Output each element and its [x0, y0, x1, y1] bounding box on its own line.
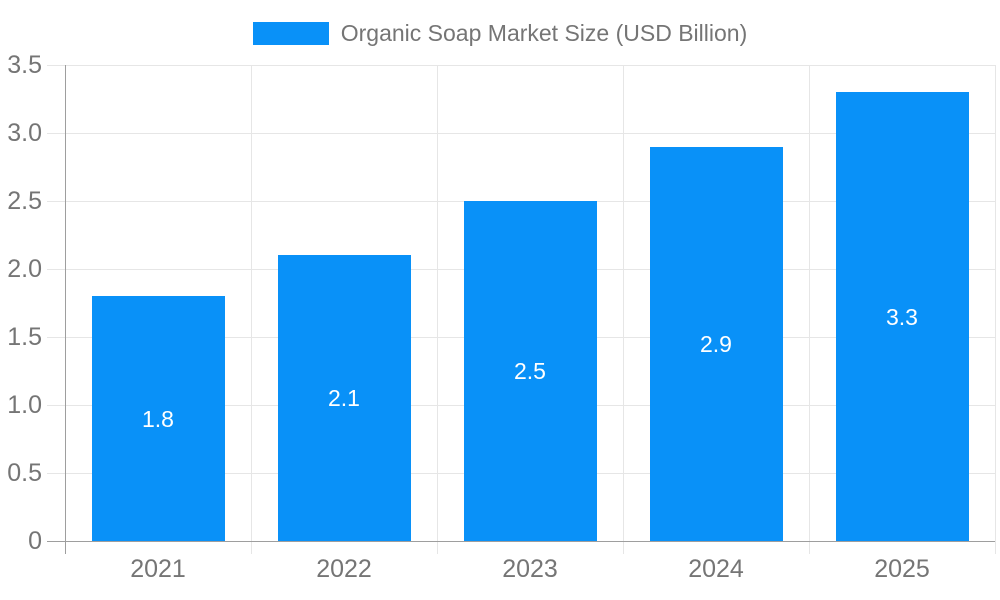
bar-2024[interactable]	[649, 146, 783, 541]
bar-2022[interactable]	[277, 255, 411, 541]
chart-legend: Organic Soap Market Size (USD Billion)	[0, 20, 1000, 47]
y-tick-label: 1.5	[7, 323, 42, 351]
bar-value-label: 3.3	[886, 303, 918, 330]
bar-2025[interactable]	[835, 92, 969, 541]
y-tick-label: 0	[28, 527, 42, 555]
y-tick-label: 1.0	[7, 391, 42, 419]
plot-area: 0 0.5 1.0 1.5 2.0 2.5 3.0 3.5 1.8 2.1 2.5 2.9 3.3 202…	[7, 52, 996, 583]
x-tick-label: 2024	[688, 555, 744, 583]
v-gridline	[623, 65, 624, 554]
legend-swatch	[252, 22, 329, 45]
y-tick-label: 3.0	[7, 119, 42, 147]
v-gridline	[809, 65, 810, 554]
v-gridline	[995, 65, 996, 554]
v-gridline	[437, 65, 438, 554]
h-gridline	[47, 65, 995, 66]
bar-value-label: 2.5	[514, 358, 546, 384]
y-tick-label: 0.5	[7, 459, 42, 487]
y-tick-label: 2.0	[7, 255, 42, 283]
legend-label: Organic Soap Market Size (USD Billion)	[340, 20, 748, 46]
x-tick-label: 2021	[130, 555, 186, 583]
h-gridline	[47, 133, 995, 134]
v-gridline	[251, 65, 252, 554]
x-tick-label: 2023	[502, 555, 558, 583]
bar-value-label: 1.8	[142, 405, 174, 432]
x-tick-label: 2022	[316, 555, 372, 583]
bar-value-label: 2.9	[700, 330, 732, 357]
y-tick-label: 3.5	[7, 51, 42, 79]
x-tick-label: 2025	[874, 555, 930, 583]
bar-2023[interactable]	[463, 201, 597, 541]
y-axis-line	[65, 65, 66, 554]
y-tick-label: 2.5	[7, 187, 42, 215]
bar-2021[interactable]	[91, 296, 225, 541]
x-axis-line	[47, 541, 995, 542]
bar-value-label: 2.1	[328, 385, 360, 412]
